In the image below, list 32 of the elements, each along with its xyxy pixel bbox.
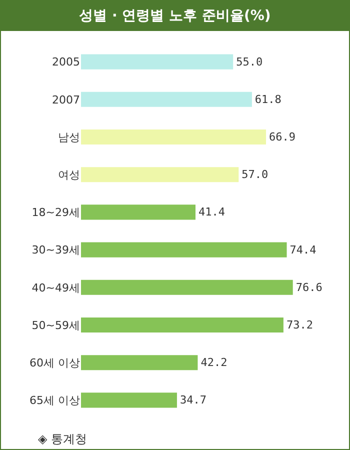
- data-label: 74.4: [290, 243, 317, 256]
- y-tick-label: 40~49세: [32, 281, 80, 294]
- y-tick-label: 2005: [52, 56, 80, 69]
- y-tick-label: 18~29세: [32, 206, 80, 220]
- y-tick-label: 2007: [52, 93, 80, 106]
- y-tick-label: 남성: [58, 130, 80, 144]
- data-label: 61.8: [254, 92, 282, 106]
- bar: [81, 392, 177, 408]
- data-label: 66.9: [269, 130, 296, 144]
- data-label: 73.2: [286, 318, 313, 332]
- chart-title: 성별 · 연령별 노후 준비율(%): [1, 1, 349, 31]
- bar: [81, 92, 252, 107]
- y-tick-label: 60세 이상: [30, 356, 80, 370]
- data-label: 41.4: [198, 206, 226, 219]
- bar: [81, 317, 284, 333]
- y-tick-label: 50~59세: [32, 318, 80, 332]
- y-tick-label: 30~39세: [32, 244, 80, 257]
- bar: [81, 242, 287, 258]
- bar: [81, 355, 198, 370]
- bar: [81, 129, 266, 145]
- data-label: 34.7: [180, 394, 206, 407]
- bar: [81, 280, 293, 295]
- y-tick-label: 여성: [58, 168, 80, 182]
- bar: [81, 54, 234, 70]
- data-label: 55.0: [236, 55, 263, 68]
- bar: [81, 167, 239, 182]
- data-label: 42.2: [200, 356, 228, 370]
- bar: [81, 204, 196, 220]
- text: ◈ 통계청: [38, 432, 88, 446]
- y-tick-label: 65세 이상: [30, 394, 80, 408]
- data-label: 76.6: [296, 280, 322, 294]
- data-label: 57.0: [242, 168, 268, 182]
